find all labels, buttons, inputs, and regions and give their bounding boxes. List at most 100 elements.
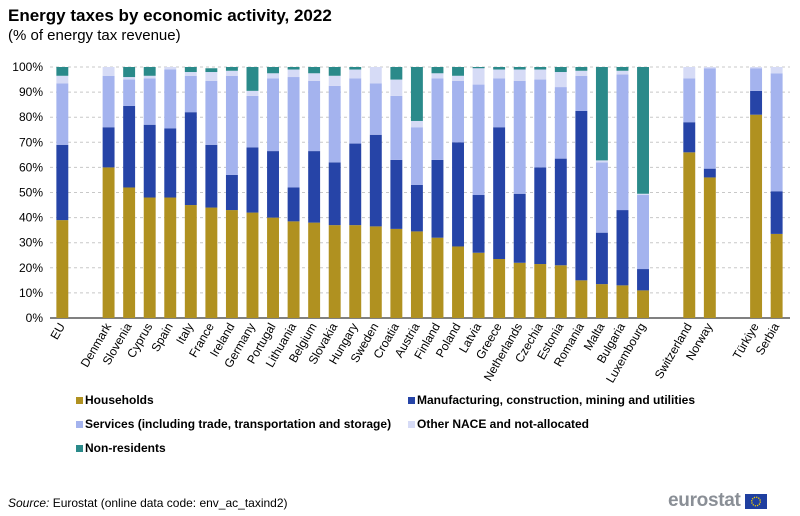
bar-segment [369,134,382,227]
bar-segment [102,127,115,168]
bar-segment [595,67,608,161]
bar-segment [102,67,115,76]
bar-segment [267,217,279,318]
y-tick-label: 60% [19,160,43,174]
bar-segment [328,85,341,163]
x-tick-label: Türkiye [730,320,762,361]
bar-segment [184,75,197,113]
bar-segment [328,67,341,76]
eurostat-logo-text: eurostat [668,490,741,511]
bar-segment [595,162,608,233]
bar-segment [390,67,403,80]
bar-segment [225,210,238,318]
bar-segment [750,68,763,91]
bar-segment [616,67,629,71]
bar-segment [703,68,716,169]
bar-segment [554,67,567,73]
bar-segment [123,105,136,188]
bar-segment [267,151,279,218]
bar-segment [750,90,763,115]
bar-segment [390,79,403,96]
bar-segment [410,184,423,232]
bar-segment [683,78,696,123]
bar-segment [410,67,423,121]
bar-segment [575,110,588,281]
bar-segment [637,193,649,196]
eu-flag-icon [744,493,767,509]
bar-segment [143,67,156,76]
legend-label: Manufacturing, construction, mining and … [417,393,695,407]
stacked-bar-chart: 0%10%20%30%40%50%60%70%80%90%100%EU Denma… [12,60,790,455]
bar-segment [472,84,485,196]
bar-segment [225,70,238,76]
bar-segment [56,83,69,145]
bar-segment [308,222,321,318]
bar-segment [287,69,300,78]
bar-segment [390,159,403,229]
y-tick-label: 100% [12,60,43,74]
bar-segment [164,69,177,129]
bar-segment [452,142,464,247]
bar-segment [308,80,321,152]
y-tick-label: 0% [26,311,44,325]
bar-segment [369,226,382,318]
y-tick-label: 70% [19,135,43,149]
bar-segment [410,231,423,318]
bar-segment [770,67,783,74]
bar-segment [349,78,362,144]
bar-segment [637,290,649,318]
bar-segment [703,177,716,318]
bar-segment [308,73,321,81]
legend-label: Services (including trade, transportatio… [85,417,391,431]
bar-segment [205,72,218,81]
legend-swatch [408,421,415,428]
bar-segment [287,187,300,222]
chart-subtitle: (% of energy tax revenue) [8,27,181,44]
bar-segment [328,162,341,226]
y-tick-label: 50% [19,186,43,200]
bar-segment [452,80,464,143]
bar-segment [225,174,238,211]
bar-segment [513,193,526,263]
bar-segment [143,197,156,318]
bar-segment [616,210,629,286]
bar-segment [431,78,444,160]
bar-segment [637,269,649,291]
bar-segment [123,79,136,106]
bar-segment [369,67,382,84]
bar-segment [184,67,197,73]
bar-segment [143,78,156,125]
bar-segment [56,144,69,221]
bar-segment [513,262,526,318]
bar-segment [205,68,218,73]
bar-segment [184,205,197,318]
bar-segment [472,67,485,69]
bar-segment [575,70,588,76]
bar-segment [164,67,177,70]
bar-segment [225,75,238,175]
bar-segment [595,284,608,318]
bar-segment [493,78,506,128]
bar-segment [472,252,485,318]
bar-segment [493,67,506,70]
bar-segment [143,75,156,79]
bar-segment [246,95,259,148]
bar-segment [123,67,136,78]
y-tick-label: 80% [19,110,43,124]
bar-segment [431,73,444,79]
bar-segment [205,80,218,145]
bar-segment [328,225,341,318]
bar-segment [143,124,156,198]
bar-segment [56,75,69,84]
bar-segment [349,143,362,226]
bar-segment [750,67,763,69]
x-tick-label: EU [47,321,67,342]
source-text: Eurostat (online data code: env_ac_taxin… [49,496,288,510]
bar-segment [513,67,526,70]
bar-segment [164,128,177,198]
bar-segment [452,67,464,76]
bar-segment [431,67,444,74]
bar-segment [184,112,197,206]
bar-segment [164,197,177,318]
bar-segment [56,67,69,76]
